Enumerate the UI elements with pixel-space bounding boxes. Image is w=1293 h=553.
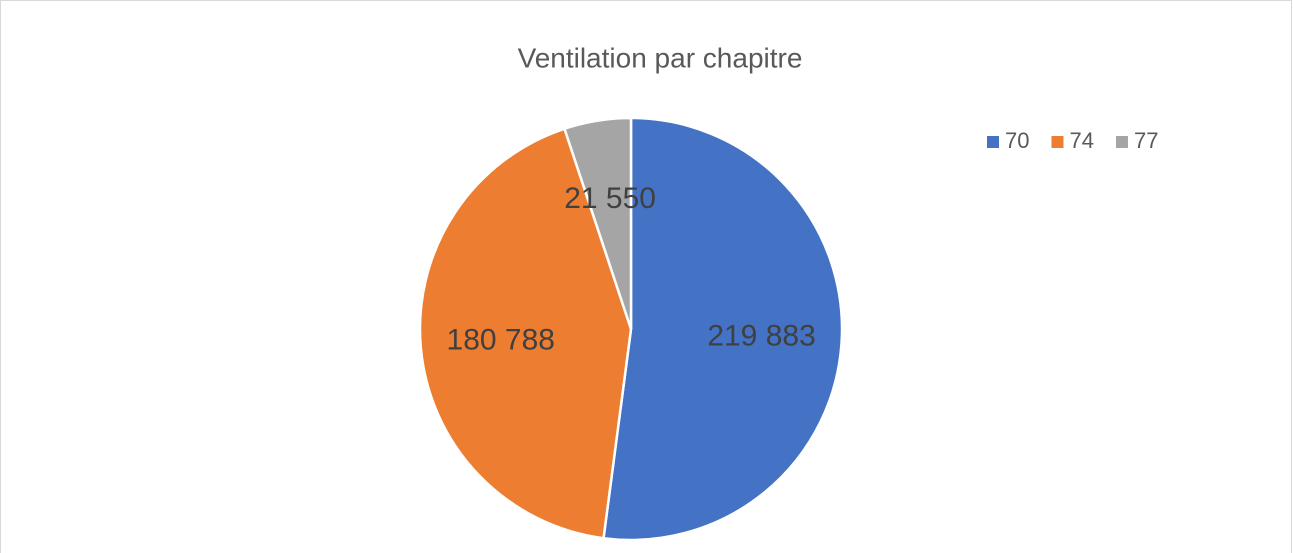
legend-swatch (987, 136, 999, 148)
chart-title: Ventilation par chapitre (518, 42, 803, 73)
legend-swatch (1115, 136, 1128, 148)
legend-label: 70 (1005, 128, 1029, 153)
legend-swatch (1051, 136, 1064, 148)
legend-label: 77 (1134, 128, 1158, 153)
pie-slice (602, 116, 844, 542)
legend-label: 74 (1069, 128, 1093, 153)
data-label: 219 883 (707, 319, 815, 352)
pie-slice (562, 116, 633, 330)
data-label: 21 550 (564, 182, 656, 215)
pie-slice (418, 127, 633, 540)
data-label: 180 788 (447, 323, 555, 356)
